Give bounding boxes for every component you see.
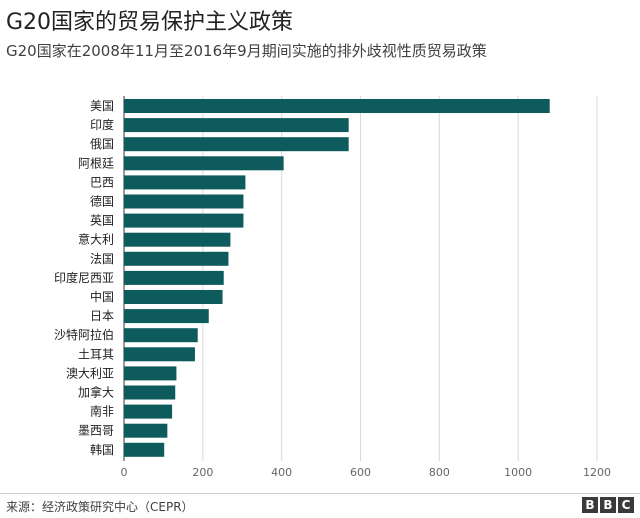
- bar: [124, 385, 176, 400]
- category-label: 中国: [90, 289, 114, 304]
- category-label: 俄国: [90, 137, 114, 151]
- logo-letter: B: [582, 497, 598, 513]
- x-tick-label: 1000: [504, 466, 532, 479]
- bar: [124, 213, 244, 228]
- bar: [124, 175, 246, 190]
- x-tick-label: 800: [429, 466, 450, 479]
- category-label: 阿根廷: [78, 156, 114, 170]
- bar: [124, 156, 284, 171]
- category-label: 沙特阿拉伯: [54, 327, 114, 342]
- bar: [124, 366, 177, 381]
- x-tick-label: 200: [192, 466, 213, 479]
- x-axis-ticks: 0 200 400 600 800 1000 1200: [121, 466, 612, 479]
- bar-chart: 美国印度俄国阿根廷巴西德国英国意大利法国印度尼西亚中国日本沙特阿拉伯土耳其澳大利…: [54, 96, 612, 479]
- logo-letter: B: [600, 497, 616, 513]
- category-label: 德国: [90, 194, 114, 209]
- category-label: 韩国: [90, 442, 114, 457]
- category-label: 澳大利亚: [66, 366, 114, 380]
- bar: [124, 118, 349, 133]
- x-tick-label: 400: [271, 466, 292, 479]
- category-label: 日本: [90, 309, 114, 323]
- category-label: 土耳其: [78, 347, 114, 361]
- category-label: 印度: [90, 117, 114, 132]
- bar: [124, 232, 231, 247]
- category-label: 意大利: [78, 232, 114, 247]
- category-label: 巴西: [90, 175, 114, 189]
- category-label: 英国: [90, 214, 114, 228]
- category-label: 南非: [90, 404, 114, 419]
- bar: [124, 309, 209, 324]
- category-label: 墨西哥: [78, 424, 114, 438]
- category-label: 美国: [90, 99, 114, 113]
- bar: [124, 404, 173, 419]
- bar: [124, 270, 224, 285]
- chart-subtitle: G20国家在2008年11月至2016年9月期间实施的排外歧视性质贸易政策: [6, 42, 487, 60]
- bars: [124, 99, 550, 457]
- bar: [124, 251, 229, 266]
- x-tick-label: 600: [350, 466, 371, 479]
- logo-letter: C: [618, 497, 634, 513]
- x-tick-label: 1200: [583, 466, 611, 479]
- bar: [124, 442, 165, 457]
- bar: [124, 328, 198, 343]
- category-label: 加拿大: [78, 385, 114, 400]
- bar: [124, 194, 244, 209]
- footer-divider: [0, 493, 640, 494]
- bar: [124, 99, 550, 113]
- bbc-logo: B B C: [582, 497, 634, 513]
- source-note: 来源：经济政策研究中心（CEPR）: [6, 500, 194, 514]
- chart-title: G20国家的贸易保护主义政策: [6, 10, 294, 35]
- bar: [124, 290, 223, 304]
- category-labels: 美国印度俄国阿根廷巴西德国英国意大利法国印度尼西亚中国日本沙特阿拉伯土耳其澳大利…: [54, 99, 114, 457]
- bar: [124, 423, 168, 438]
- bar: [124, 137, 349, 152]
- bar: [124, 347, 195, 362]
- x-tick-label: 0: [121, 466, 128, 479]
- category-label: 印度尼西亚: [54, 270, 114, 285]
- category-label: 法国: [90, 252, 114, 266]
